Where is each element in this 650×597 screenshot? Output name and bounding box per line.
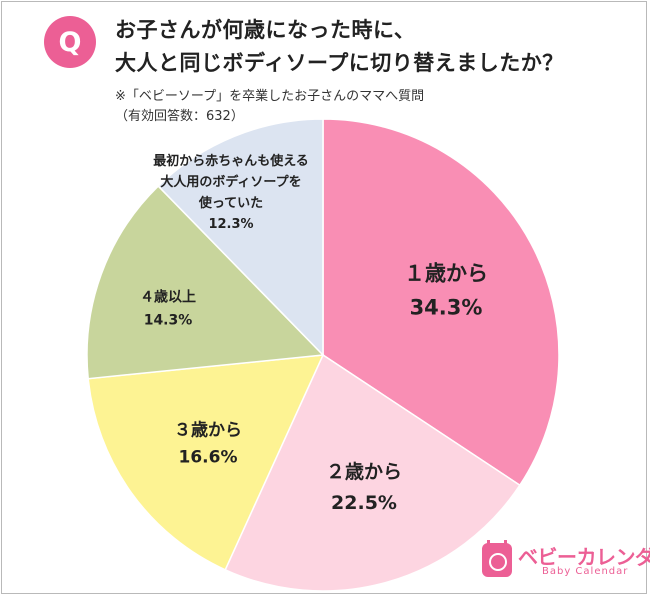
question-line-1: お子さんが何歳になった時に、 (115, 18, 416, 42)
slice-3-years-label: ３歳から 16.6% (174, 419, 242, 467)
brand-logo: ベビーカレンダー Baby Calendar (480, 540, 650, 582)
slice-from-start (157, 118, 324, 357)
logo-subtext: Baby Calendar (542, 566, 629, 577)
slice-from-start-label: 最初から赤ちゃんも使える大人用のボディソープを使っていた 12.3% (153, 153, 309, 232)
slice-4-plus (86, 184, 325, 380)
slice-4-plus-label: ４歳以上 14.3% (140, 288, 196, 328)
question-line-2: 大人と同じボディソープに切り替えましたか？ (115, 51, 564, 75)
slice-2-years-label: ２歳から 22.5% (326, 461, 402, 514)
slice-1-year-label: １歳から 34.3% (404, 261, 488, 319)
slice-3-years (87, 354, 325, 571)
slice-2-years (224, 353, 521, 592)
calendar-icon (482, 540, 512, 577)
logo-text: ベビーカレンダー (518, 545, 650, 569)
survey-note: ※「ベビーソープ」を卒業したお子さんのママへ質問 (115, 89, 425, 104)
question-badge: Q (44, 16, 96, 68)
respondent-count: （有効回答数：632） (115, 109, 244, 124)
